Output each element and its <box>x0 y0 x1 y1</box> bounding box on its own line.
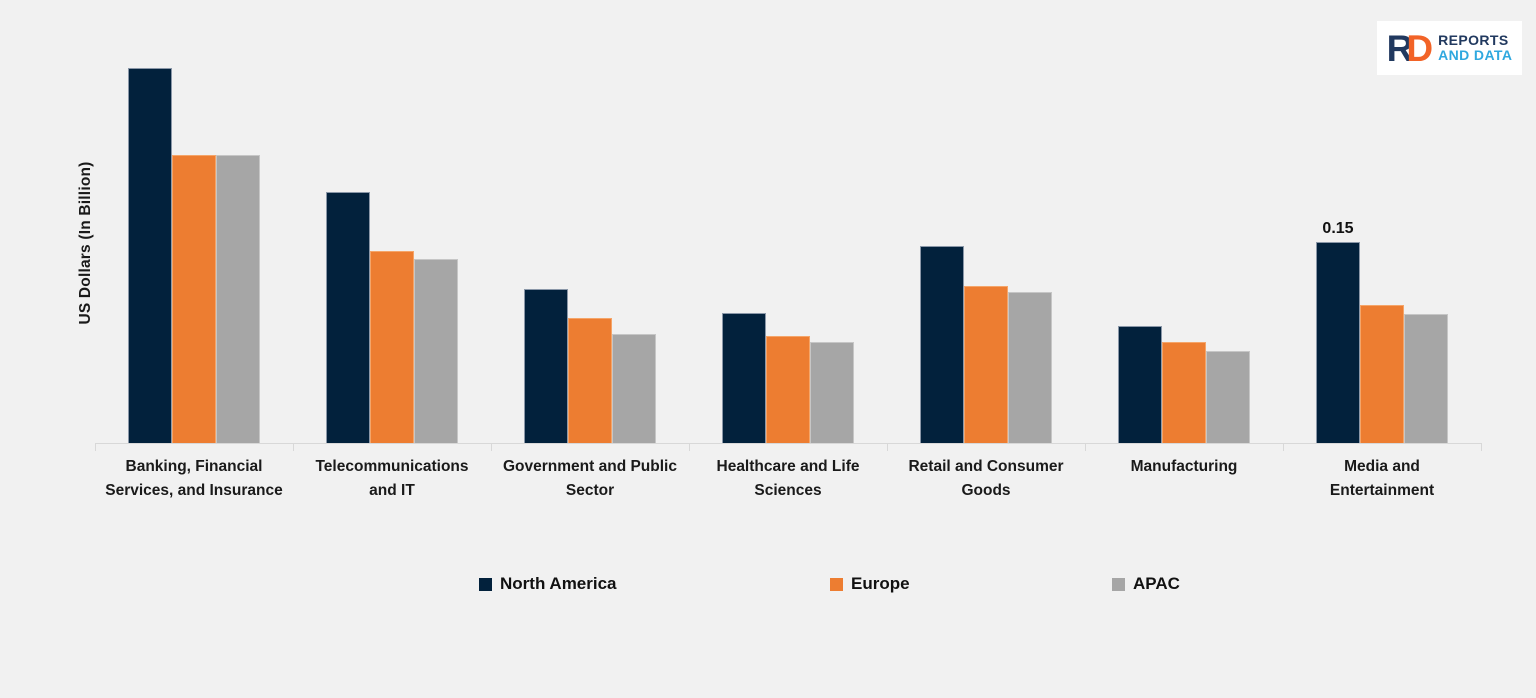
category-label-4: Retail and Consumer Goods <box>908 458 1064 499</box>
bar-apac-2 <box>612 334 656 443</box>
category-label-6: Media and Entertainment <box>1329 458 1435 499</box>
x-axis-tick <box>491 443 492 451</box>
category-label-3: Healthcare and Life Sciences <box>716 458 860 499</box>
bar-group-2 <box>491 41 689 443</box>
bar-group-5 <box>1085 41 1283 443</box>
legend-swatch-icon <box>830 577 843 591</box>
bar-europe-0 <box>172 155 216 443</box>
category-axis-labels: Banking, Financial Services, and Insuran… <box>95 455 1481 503</box>
x-axis-tick <box>689 443 690 451</box>
bar-europe-6 <box>1360 305 1404 443</box>
bar-north-america-0 <box>128 68 172 443</box>
x-axis-line <box>95 443 1482 451</box>
bar-group-0 <box>95 41 293 443</box>
bar-north-america-2 <box>524 289 568 443</box>
category-label-2: Government and Public Sector <box>503 458 677 499</box>
legend-item-north-america: North America <box>479 574 617 594</box>
bar-group-6: 0.15 <box>1283 41 1481 443</box>
bar-europe-3 <box>766 336 810 443</box>
bar-apac-5 <box>1206 351 1250 443</box>
bar-europe-2 <box>568 318 612 443</box>
legend-swatch-icon <box>479 577 492 591</box>
legend-label: APAC <box>1133 574 1180 593</box>
logo-letter-d: D <box>1406 27 1434 69</box>
logo-monogram-icon: R D <box>1387 30 1433 67</box>
bar-north-america-6: 0.15 <box>1316 220 1360 443</box>
logo-line2: AND DATA <box>1438 47 1513 63</box>
bar-north-america-5 <box>1118 326 1162 443</box>
x-axis-tick <box>95 443 96 451</box>
bar-europe-5 <box>1162 342 1206 443</box>
bar-data-label: 0.15 <box>1322 220 1354 237</box>
category-label-5: Manufacturing <box>1130 458 1238 475</box>
x-axis-tick <box>1085 443 1086 451</box>
bar-group-1 <box>293 41 491 443</box>
bar-north-america-1 <box>326 192 370 443</box>
bar-europe-1 <box>370 251 414 443</box>
bar-apac-3 <box>810 342 854 443</box>
logo-text: REPORTS AND DATA <box>1438 33 1512 62</box>
bar-apac-1 <box>414 259 458 443</box>
x-axis-tick <box>293 443 294 451</box>
category-label-0: Banking, Financial Services, and Insuran… <box>105 458 283 499</box>
bar-north-america-3 <box>722 313 766 443</box>
legend-label: North America <box>500 574 617 593</box>
bar-apac-4 <box>1008 292 1052 443</box>
legend-item-apac: APAC <box>1112 574 1180 594</box>
legend-label: Europe <box>851 574 910 593</box>
logo-letter-r: R <box>1386 27 1414 69</box>
logo-line1: REPORTS <box>1438 32 1509 49</box>
bar-group-3 <box>689 41 887 443</box>
bar-group-4 <box>887 41 1085 443</box>
x-axis-tick <box>887 443 888 451</box>
reports-and-data-logo: R D REPORTS AND DATA <box>1377 21 1522 75</box>
bar-europe-4 <box>964 286 1008 443</box>
plot-area: 0.15 <box>95 41 1481 443</box>
legend-swatch-icon <box>1112 577 1125 591</box>
bar-north-america-4 <box>920 246 964 443</box>
x-axis-tick <box>1283 443 1284 451</box>
legend-item-europe: Europe <box>830 574 910 594</box>
y-axis-title: US Dollars (In Billion) <box>77 161 94 325</box>
bar-apac-0 <box>216 155 260 443</box>
category-label-1: Telecommunications and IT <box>315 458 469 499</box>
x-axis-tick <box>1481 443 1482 451</box>
bar-apac-6 <box>1404 314 1448 443</box>
